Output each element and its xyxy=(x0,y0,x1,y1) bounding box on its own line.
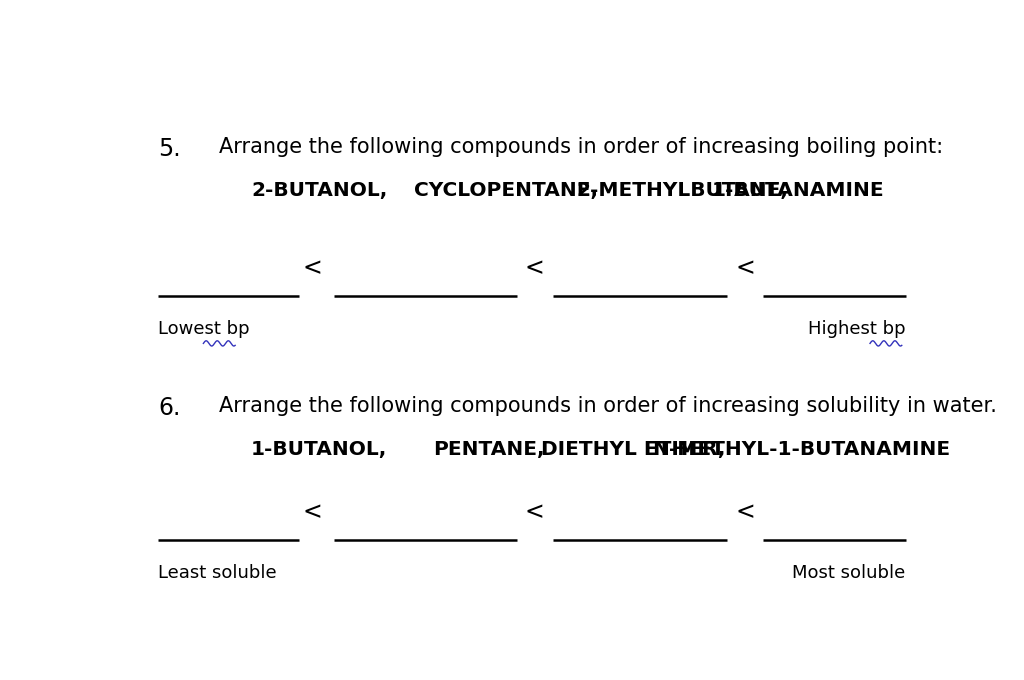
Text: Least soluble: Least soluble xyxy=(158,564,276,582)
Text: Arrange the following compounds in order of increasing boiling point:: Arrange the following compounds in order… xyxy=(219,137,943,156)
Text: Most soluble: Most soluble xyxy=(793,564,905,582)
Text: <: < xyxy=(524,256,545,281)
Text: Arrange the following compounds in order of increasing solubility in water.: Arrange the following compounds in order… xyxy=(219,396,997,415)
Text: 1-BUTANAMINE: 1-BUTANAMINE xyxy=(712,181,884,200)
Text: 2-BUTANOL,: 2-BUTANOL, xyxy=(251,181,387,200)
Text: PENTANE,: PENTANE, xyxy=(433,440,545,459)
Text: 6.: 6. xyxy=(158,396,180,420)
Text: <: < xyxy=(524,500,545,524)
Text: <: < xyxy=(302,500,323,524)
Text: CYCLOPENTANE,: CYCLOPENTANE, xyxy=(414,181,598,200)
Text: 2-METHYLBUTANE,: 2-METHYLBUTANE, xyxy=(577,181,788,200)
Text: 5.: 5. xyxy=(158,137,181,160)
Text: <: < xyxy=(735,500,756,524)
Text: Highest bp: Highest bp xyxy=(808,320,905,338)
Text: <: < xyxy=(302,256,323,281)
Text: Lowest bp: Lowest bp xyxy=(158,320,250,338)
Text: DIETHYL ETHER,: DIETHYL ETHER, xyxy=(541,440,725,459)
Text: N-METHYL-1-BUTANAMINE: N-METHYL-1-BUTANAMINE xyxy=(652,440,950,459)
Text: 1-BUTANOL,: 1-BUTANOL, xyxy=(251,440,387,459)
Text: <: < xyxy=(735,256,756,281)
